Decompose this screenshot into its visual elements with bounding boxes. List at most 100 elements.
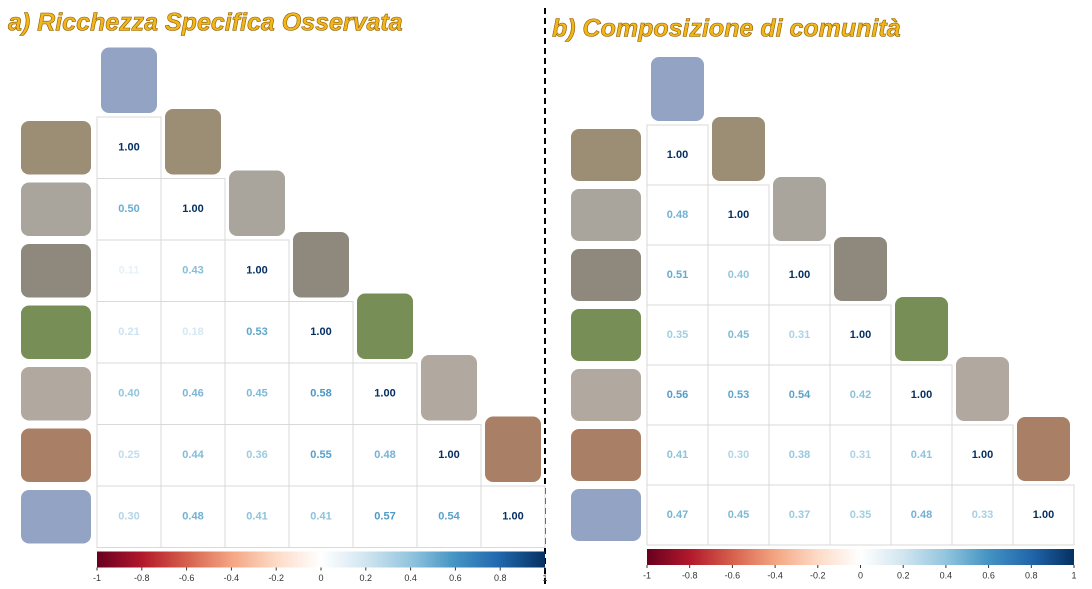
- colorbar-tick-label: -0.2: [268, 573, 284, 583]
- cell-label: 0.46: [182, 388, 203, 400]
- cell: [224, 424, 290, 487]
- cell-label: 0.30: [118, 511, 139, 523]
- cell-label: 0.44: [182, 449, 204, 461]
- cell: [288, 485, 354, 548]
- colorbar-tick-label: -0.4: [767, 570, 783, 580]
- cell-label: 1.00: [310, 326, 331, 338]
- cell: [96, 424, 162, 487]
- cell: [829, 484, 892, 546]
- cell: [288, 362, 354, 425]
- colorbar: [647, 549, 1074, 565]
- cell-label: 0.53: [728, 389, 749, 401]
- cell: [288, 301, 354, 364]
- species-photo: [956, 357, 1009, 421]
- colorbar-tick-label: -1: [643, 570, 651, 580]
- colorbar-tick-label: -0.4: [224, 573, 240, 583]
- colorbar-tick-label: 0.4: [404, 573, 417, 583]
- cell-label: 0.41: [310, 511, 331, 523]
- species-photo: [1017, 417, 1070, 481]
- species-photo: [571, 249, 641, 301]
- species-photo: [571, 129, 641, 181]
- cell: [416, 424, 482, 487]
- cell-label: 0.45: [728, 329, 749, 341]
- cell-label: 1.00: [502, 511, 523, 523]
- cell: [707, 244, 770, 306]
- species-photo: [21, 490, 91, 544]
- colorbar-tick-label: 0.2: [897, 570, 910, 580]
- chart-title: b) Composizione di comunità: [552, 15, 901, 43]
- cell-label: 0.45: [728, 509, 749, 521]
- cell-label: 0.41: [911, 449, 932, 461]
- cell-label: 0.47: [667, 509, 688, 521]
- colorbar-tick-label: 1: [542, 573, 547, 583]
- species-photo: [571, 369, 641, 421]
- cell-label: 0.54: [438, 511, 460, 523]
- species-photo: [571, 189, 641, 241]
- cell: [829, 364, 892, 426]
- cell: [288, 424, 354, 487]
- colorbar-tick-label: -0.8: [682, 570, 698, 580]
- colorbar-tick-label: 0: [318, 573, 323, 583]
- cell: [160, 424, 226, 487]
- species-photo: [357, 293, 413, 359]
- species-photo: [21, 121, 91, 175]
- cell: [951, 424, 1014, 486]
- cell-label: 0.56: [667, 389, 688, 401]
- cell: [224, 239, 290, 302]
- cell-label: 0.58: [310, 388, 331, 400]
- cell-label: 0.40: [118, 388, 139, 400]
- cell: [707, 304, 770, 366]
- cell-label: 1.00: [850, 329, 871, 341]
- cell-label: 1.00: [667, 149, 688, 161]
- cell-label: 0.54: [789, 389, 811, 401]
- cell-label: 0.41: [246, 511, 267, 523]
- cell: [768, 304, 831, 366]
- cell-label: 0.48: [182, 511, 203, 523]
- species-photo: [571, 489, 641, 541]
- cell-label: 1.00: [1033, 509, 1054, 521]
- cell: [96, 116, 162, 179]
- cell: [160, 239, 226, 302]
- cell-label: 0.38: [789, 449, 810, 461]
- cell: [768, 424, 831, 486]
- species-photo: [293, 232, 349, 298]
- cell-label: 1.00: [438, 449, 459, 461]
- species-photo: [229, 170, 285, 236]
- cell-label: 0.50: [118, 203, 139, 215]
- colorbar-tick-label: 0.6: [982, 570, 995, 580]
- cell: [416, 485, 482, 548]
- colorbar-tick-label: 0.8: [1025, 570, 1038, 580]
- cell-label: 0.41: [667, 449, 688, 461]
- cell: [224, 485, 290, 548]
- cell: [951, 484, 1014, 546]
- cell-label: 1.00: [789, 269, 810, 281]
- cell-label: 1.00: [182, 203, 203, 215]
- colorbar-tick-label: 0: [858, 570, 863, 580]
- species-photo: [421, 355, 477, 421]
- cell-label: 0.31: [850, 449, 871, 461]
- cell-label: 1.00: [972, 449, 993, 461]
- species-photo: [485, 416, 541, 482]
- colorbar-tick-label: 0.2: [360, 573, 373, 583]
- cell: [96, 301, 162, 364]
- species-photo: [21, 367, 91, 421]
- cell-label: 1.00: [118, 142, 139, 154]
- cell-label: 1.00: [728, 209, 749, 221]
- cell-label: 0.35: [850, 509, 871, 521]
- cell-label: 0.42: [850, 389, 871, 401]
- species-photo: [712, 117, 765, 181]
- cell-label: 0.51: [667, 269, 688, 281]
- colorbar-tick-label: 1: [1071, 570, 1076, 580]
- cell: [352, 424, 418, 487]
- cell: [160, 301, 226, 364]
- species-photo: [571, 309, 641, 361]
- colorbar-tick-label: -0.8: [134, 573, 150, 583]
- cell: [96, 485, 162, 548]
- cell-label: 0.31: [789, 329, 810, 341]
- species-photo: [21, 428, 91, 482]
- cell-label: 0.25: [118, 449, 139, 461]
- colorbar: [97, 551, 545, 568]
- chart-title: a) Ricchezza Specifica Osservata: [8, 9, 403, 37]
- species-photo: [21, 182, 91, 236]
